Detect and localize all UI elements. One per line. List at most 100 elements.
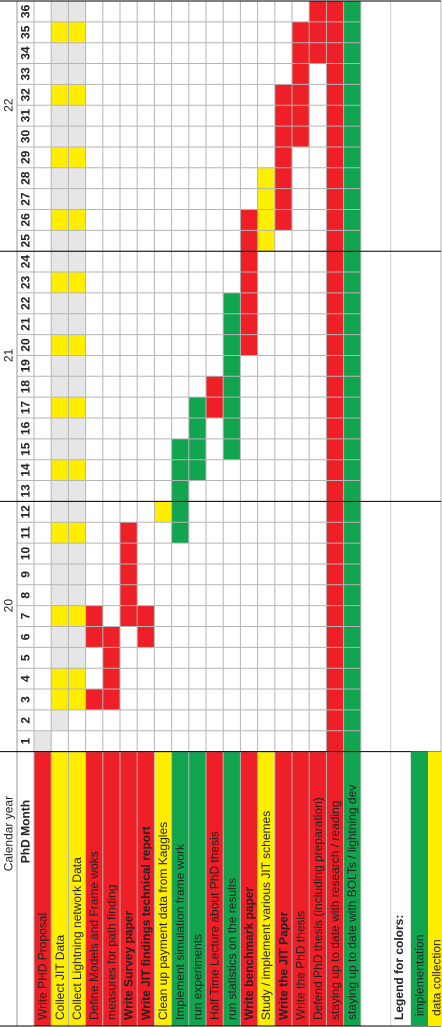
- task-bar: [68, 210, 85, 231]
- month-number: 7: [19, 612, 33, 619]
- month-number: 14: [19, 463, 33, 477]
- shade-cell: [51, 439, 68, 460]
- month-number: 18: [19, 380, 33, 394]
- shade-cell: [34, 731, 51, 752]
- shade-cell: [68, 543, 85, 564]
- shade-cell: [68, 314, 85, 335]
- shade-cell: [51, 564, 68, 585]
- shade-cell: [51, 43, 68, 64]
- task-bar: [51, 147, 68, 168]
- shade-cell: [68, 1, 85, 22]
- legend-title: Legend for colors:: [392, 915, 406, 1020]
- shade-cell: [68, 627, 85, 648]
- shade-cell: [51, 355, 68, 376]
- shade-cell: [68, 293, 85, 314]
- task-label: run statistics on the results: [225, 878, 239, 1020]
- shade-cell: [51, 230, 68, 251]
- month-number: 1: [19, 738, 33, 745]
- task-label: Defend PhD thesis (including preparation…: [311, 797, 325, 1020]
- task-label: Write Survey paper: [122, 911, 136, 1020]
- shade-cell: [68, 647, 85, 668]
- task-label: Collect JIT Data: [53, 935, 67, 1020]
- month-number: 34: [19, 46, 33, 60]
- shade-cell: [51, 293, 68, 314]
- month-number: 4: [19, 675, 33, 682]
- shade-cell: [68, 105, 85, 126]
- month-number: 35: [19, 25, 33, 39]
- shade-cell: [51, 710, 68, 731]
- shade-cell: [51, 64, 68, 85]
- month-number: 32: [19, 88, 33, 102]
- month-number: 24: [19, 255, 33, 269]
- month-number: 23: [19, 275, 33, 289]
- task-bar: [86, 689, 103, 710]
- shade-cell: [51, 1, 68, 22]
- month-number: 22: [19, 296, 33, 310]
- shade-cell: [68, 585, 85, 606]
- task-bar: [51, 272, 68, 293]
- shade-cell: [68, 439, 85, 460]
- shade-cell: [51, 168, 68, 189]
- task-bar: [51, 522, 68, 543]
- shade-cell: [68, 64, 85, 85]
- shade-cell: [51, 126, 68, 147]
- task-bar: [275, 84, 292, 230]
- task-label: Implement simulation frame work: [173, 843, 187, 1020]
- shade-cell: [51, 376, 68, 397]
- shade-cell: [51, 647, 68, 668]
- legend-item-label: implementation: [412, 935, 426, 1016]
- task-bar: [51, 397, 68, 418]
- task-bar: [68, 397, 85, 418]
- month-number: 16: [19, 421, 33, 435]
- shade-cell: [68, 481, 85, 502]
- month-number: 3: [19, 696, 33, 703]
- year-label: 21: [2, 348, 16, 362]
- shade-cell: [51, 501, 68, 522]
- task-bar: [86, 627, 103, 648]
- shade-cell: [68, 189, 85, 210]
- month-number: 30: [19, 130, 33, 144]
- year-label: 22: [2, 98, 16, 112]
- task-bar: [51, 84, 68, 105]
- task-bar: [68, 606, 85, 627]
- shade-cell: [51, 189, 68, 210]
- shade-cell: [51, 314, 68, 335]
- task-bar: [51, 335, 68, 356]
- month-number: 17: [19, 401, 33, 415]
- shade-cell: [51, 481, 68, 502]
- task-bar: [51, 606, 68, 627]
- task-bar: [68, 147, 85, 168]
- shade-cell: [68, 126, 85, 147]
- calendar-year-label: Calendar year: [2, 796, 16, 871]
- task-bar: [51, 22, 68, 43]
- shade-cell: [51, 251, 68, 272]
- task-label: Write JIT findings technical report: [139, 826, 153, 1020]
- year-label: 20: [2, 599, 16, 613]
- task-label: Study / implement various JIT schemes: [259, 811, 273, 1020]
- task-bar: [68, 84, 85, 105]
- task-bar: [120, 522, 137, 626]
- task-label: measures for path finding: [104, 885, 118, 1020]
- month-number: 20: [19, 338, 33, 352]
- month-number: 6: [19, 633, 33, 640]
- task-bar: [240, 210, 257, 356]
- task-bar: [68, 22, 85, 43]
- month-number: 11: [19, 526, 33, 539]
- month-number: 26: [19, 213, 33, 227]
- task-label: Write PHD Proposal: [36, 913, 50, 1020]
- month-number: 10: [19, 547, 33, 561]
- month-number: 13: [19, 484, 33, 498]
- task-label: staying up to date with research / readi…: [328, 801, 342, 1020]
- shade-cell: [68, 230, 85, 251]
- shade-cell: [68, 43, 85, 64]
- shade-cell: [51, 585, 68, 606]
- month-number: 21: [19, 317, 33, 331]
- task-label: Half Time Lecture about PhD thesis: [208, 831, 222, 1020]
- shade-cell: [51, 105, 68, 126]
- task-label: Collect Lightning network Data: [70, 857, 84, 1020]
- task-bar: [309, 1, 326, 64]
- month-number: 28: [19, 171, 33, 185]
- task-bar: [172, 439, 189, 543]
- task-bar: [86, 606, 103, 627]
